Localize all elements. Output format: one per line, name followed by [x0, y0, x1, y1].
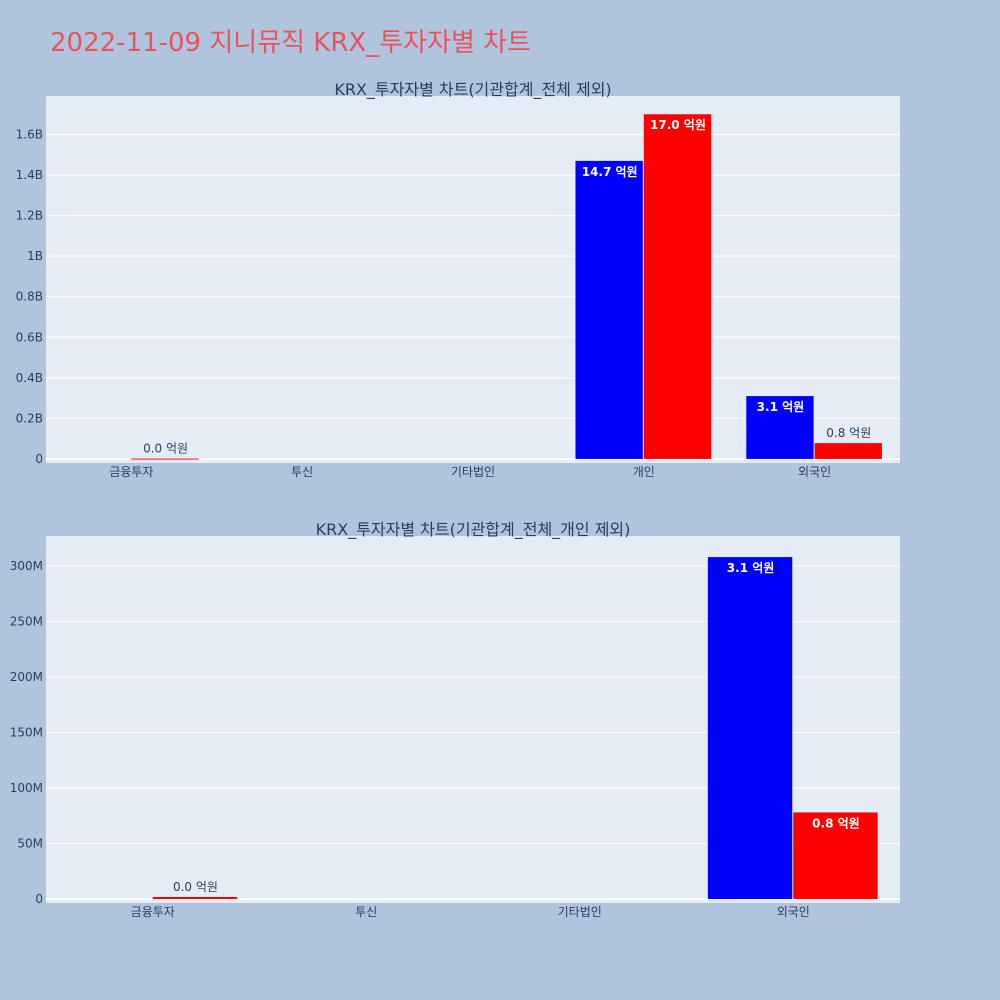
data-label: 0.8 억원	[812, 816, 860, 830]
y-tick-label: 0.4B	[16, 371, 43, 385]
y-tick-label: 0.8B	[16, 290, 43, 304]
x-tick-label: 기타법인	[558, 905, 602, 919]
x-tick-label: 외국인	[777, 905, 810, 919]
bar	[707, 557, 793, 900]
y-tick-label: 100M	[10, 781, 43, 795]
x-tick-label: 투신	[291, 465, 313, 479]
y-tick-label: 150M	[10, 725, 43, 739]
data-label: 3.1 억원	[757, 400, 805, 414]
y-tick-label: 0	[35, 452, 43, 466]
bar	[575, 160, 643, 459]
y-tick-label: 50M	[17, 836, 43, 850]
bar	[814, 443, 882, 459]
bar	[793, 812, 878, 900]
y-tick-label: 300M	[10, 559, 43, 573]
bar	[152, 897, 238, 900]
x-tick-label: 금융투자	[109, 465, 153, 479]
bar	[131, 458, 199, 460]
chart-title: KRX_투자자별 차트(기관합계_전체_개인 제외)	[316, 520, 631, 540]
y-tick-label: 1.4B	[16, 168, 43, 182]
x-tick-label: 투신	[355, 905, 377, 919]
y-tick-label: 1.2B	[16, 209, 43, 223]
data-label: 17.0 억원	[650, 118, 706, 132]
y-tick-label: 0.2B	[16, 411, 43, 425]
x-tick-label: 외국인	[798, 465, 831, 479]
x-tick-label: 금융투자	[131, 905, 175, 919]
data-label: 3.1 억원	[727, 561, 775, 575]
y-tick-label: 1.6B	[16, 128, 43, 142]
y-tick-label: 0.6B	[16, 330, 43, 344]
x-tick-label: 개인	[633, 465, 655, 479]
data-label: 0.0 억원	[173, 880, 218, 894]
y-tick-label: 1B	[27, 249, 43, 263]
bar	[746, 396, 814, 459]
y-tick-label: 200M	[10, 670, 43, 684]
x-tick-label: 기타법인	[451, 465, 495, 479]
y-tick-label: 0	[35, 892, 43, 906]
bar	[643, 114, 712, 459]
data-label: 0.0 억원	[143, 442, 188, 456]
y-tick-label: 250M	[10, 614, 43, 628]
data-label: 0.8 억원	[826, 426, 871, 440]
chart-title: KRX_투자자별 차트(기관합계_전체 제외)	[334, 80, 611, 100]
page-title: 2022-11-09 지니뮤직 KRX_투자자별 차트	[50, 28, 532, 58]
data-label: 14.7 억원	[582, 165, 638, 179]
